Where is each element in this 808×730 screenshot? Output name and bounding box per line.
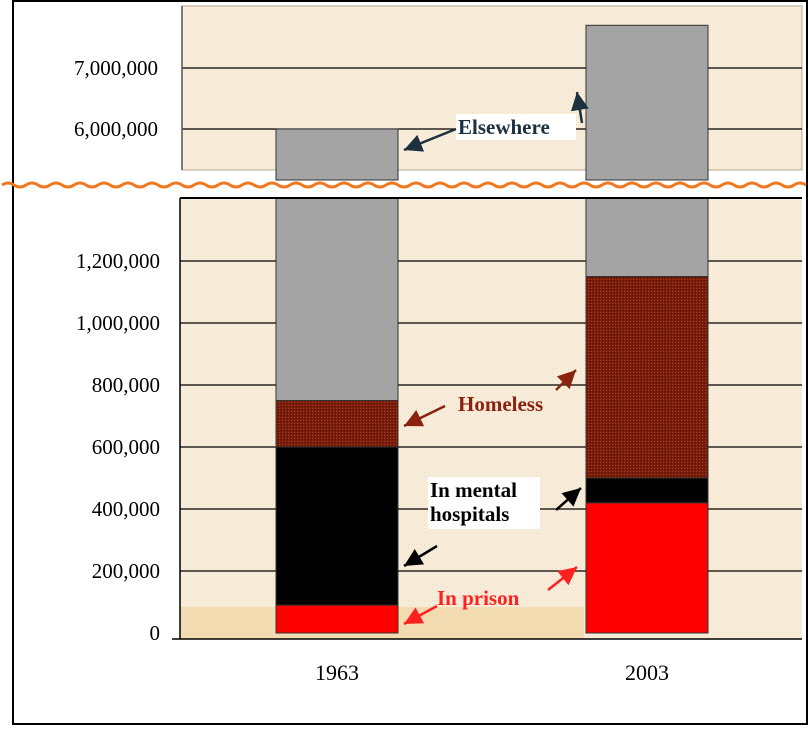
y-tick-label: 400,000 xyxy=(92,497,160,521)
bar-in-prison-2003 xyxy=(585,502,709,634)
y-tick-label: 0 xyxy=(150,621,161,645)
annotation-elsewhere-text: Elsewhere xyxy=(458,115,550,139)
arrow-homeless-2003-head xyxy=(556,370,576,390)
bar-elsewhere-1963-upper xyxy=(275,128,399,181)
y-tick-label: 800,000 xyxy=(92,373,160,397)
bar-homeless-1963 xyxy=(275,400,399,448)
y-tick-label: 600,000 xyxy=(92,435,160,459)
annotation-elsewhere-background xyxy=(456,114,576,140)
annotation-homeless-text: Homeless xyxy=(458,392,543,416)
y-tick-label: 1,200,000 xyxy=(76,249,160,273)
upper-plot-area xyxy=(181,5,803,171)
bar-in-mental-hospitals-1963 xyxy=(275,446,399,606)
bar-elsewhere-1963-lower xyxy=(275,197,399,401)
annotation-mental-hospitals-text: In mental xyxy=(430,478,517,502)
annotation-in-prison-text: In prison xyxy=(437,586,520,610)
arrow-homeless-1963-head xyxy=(404,410,425,427)
annotation-mental-hospitals-text: hospitals xyxy=(430,502,509,526)
arrow-elsewhere-2003-head xyxy=(570,92,589,112)
y-tick-label: 6,000,000 xyxy=(74,117,158,141)
arrow-prison-2003-head xyxy=(557,567,577,586)
y-tick-label: 1,000,000 xyxy=(76,311,160,335)
annotation-mental-hospitals-background xyxy=(428,477,540,529)
lower-plot-area xyxy=(180,198,802,639)
arrow-prison-1963-head xyxy=(404,607,425,624)
x-tick-labels: 1963 2003 xyxy=(315,660,669,685)
bar-elsewhere-2003-upper xyxy=(585,24,709,181)
y-tick-labels: 0 200,000 400,000 600,000 800,000 1,000,000 1,… xyxy=(74,56,160,645)
y-tick-label: 200,000 xyxy=(92,559,160,583)
bar-in-prison-1963 xyxy=(275,604,399,634)
x-tick-label: 1963 xyxy=(315,660,359,685)
axis-break-zigzag xyxy=(1,181,807,189)
arrow-mental-1963-head xyxy=(404,548,425,566)
x-tick-label: 2003 xyxy=(625,660,669,685)
arrow-mental-2003-head xyxy=(561,488,581,507)
y-tick-label: 7,000,000 xyxy=(74,56,158,80)
arrow-elsewhere-1963-head xyxy=(404,134,425,152)
bars xyxy=(275,24,709,634)
bar-elsewhere-2003-lower xyxy=(585,197,709,277)
bar-homeless-2003 xyxy=(585,276,709,479)
bar-in-mental-hospitals-2003 xyxy=(585,477,709,504)
